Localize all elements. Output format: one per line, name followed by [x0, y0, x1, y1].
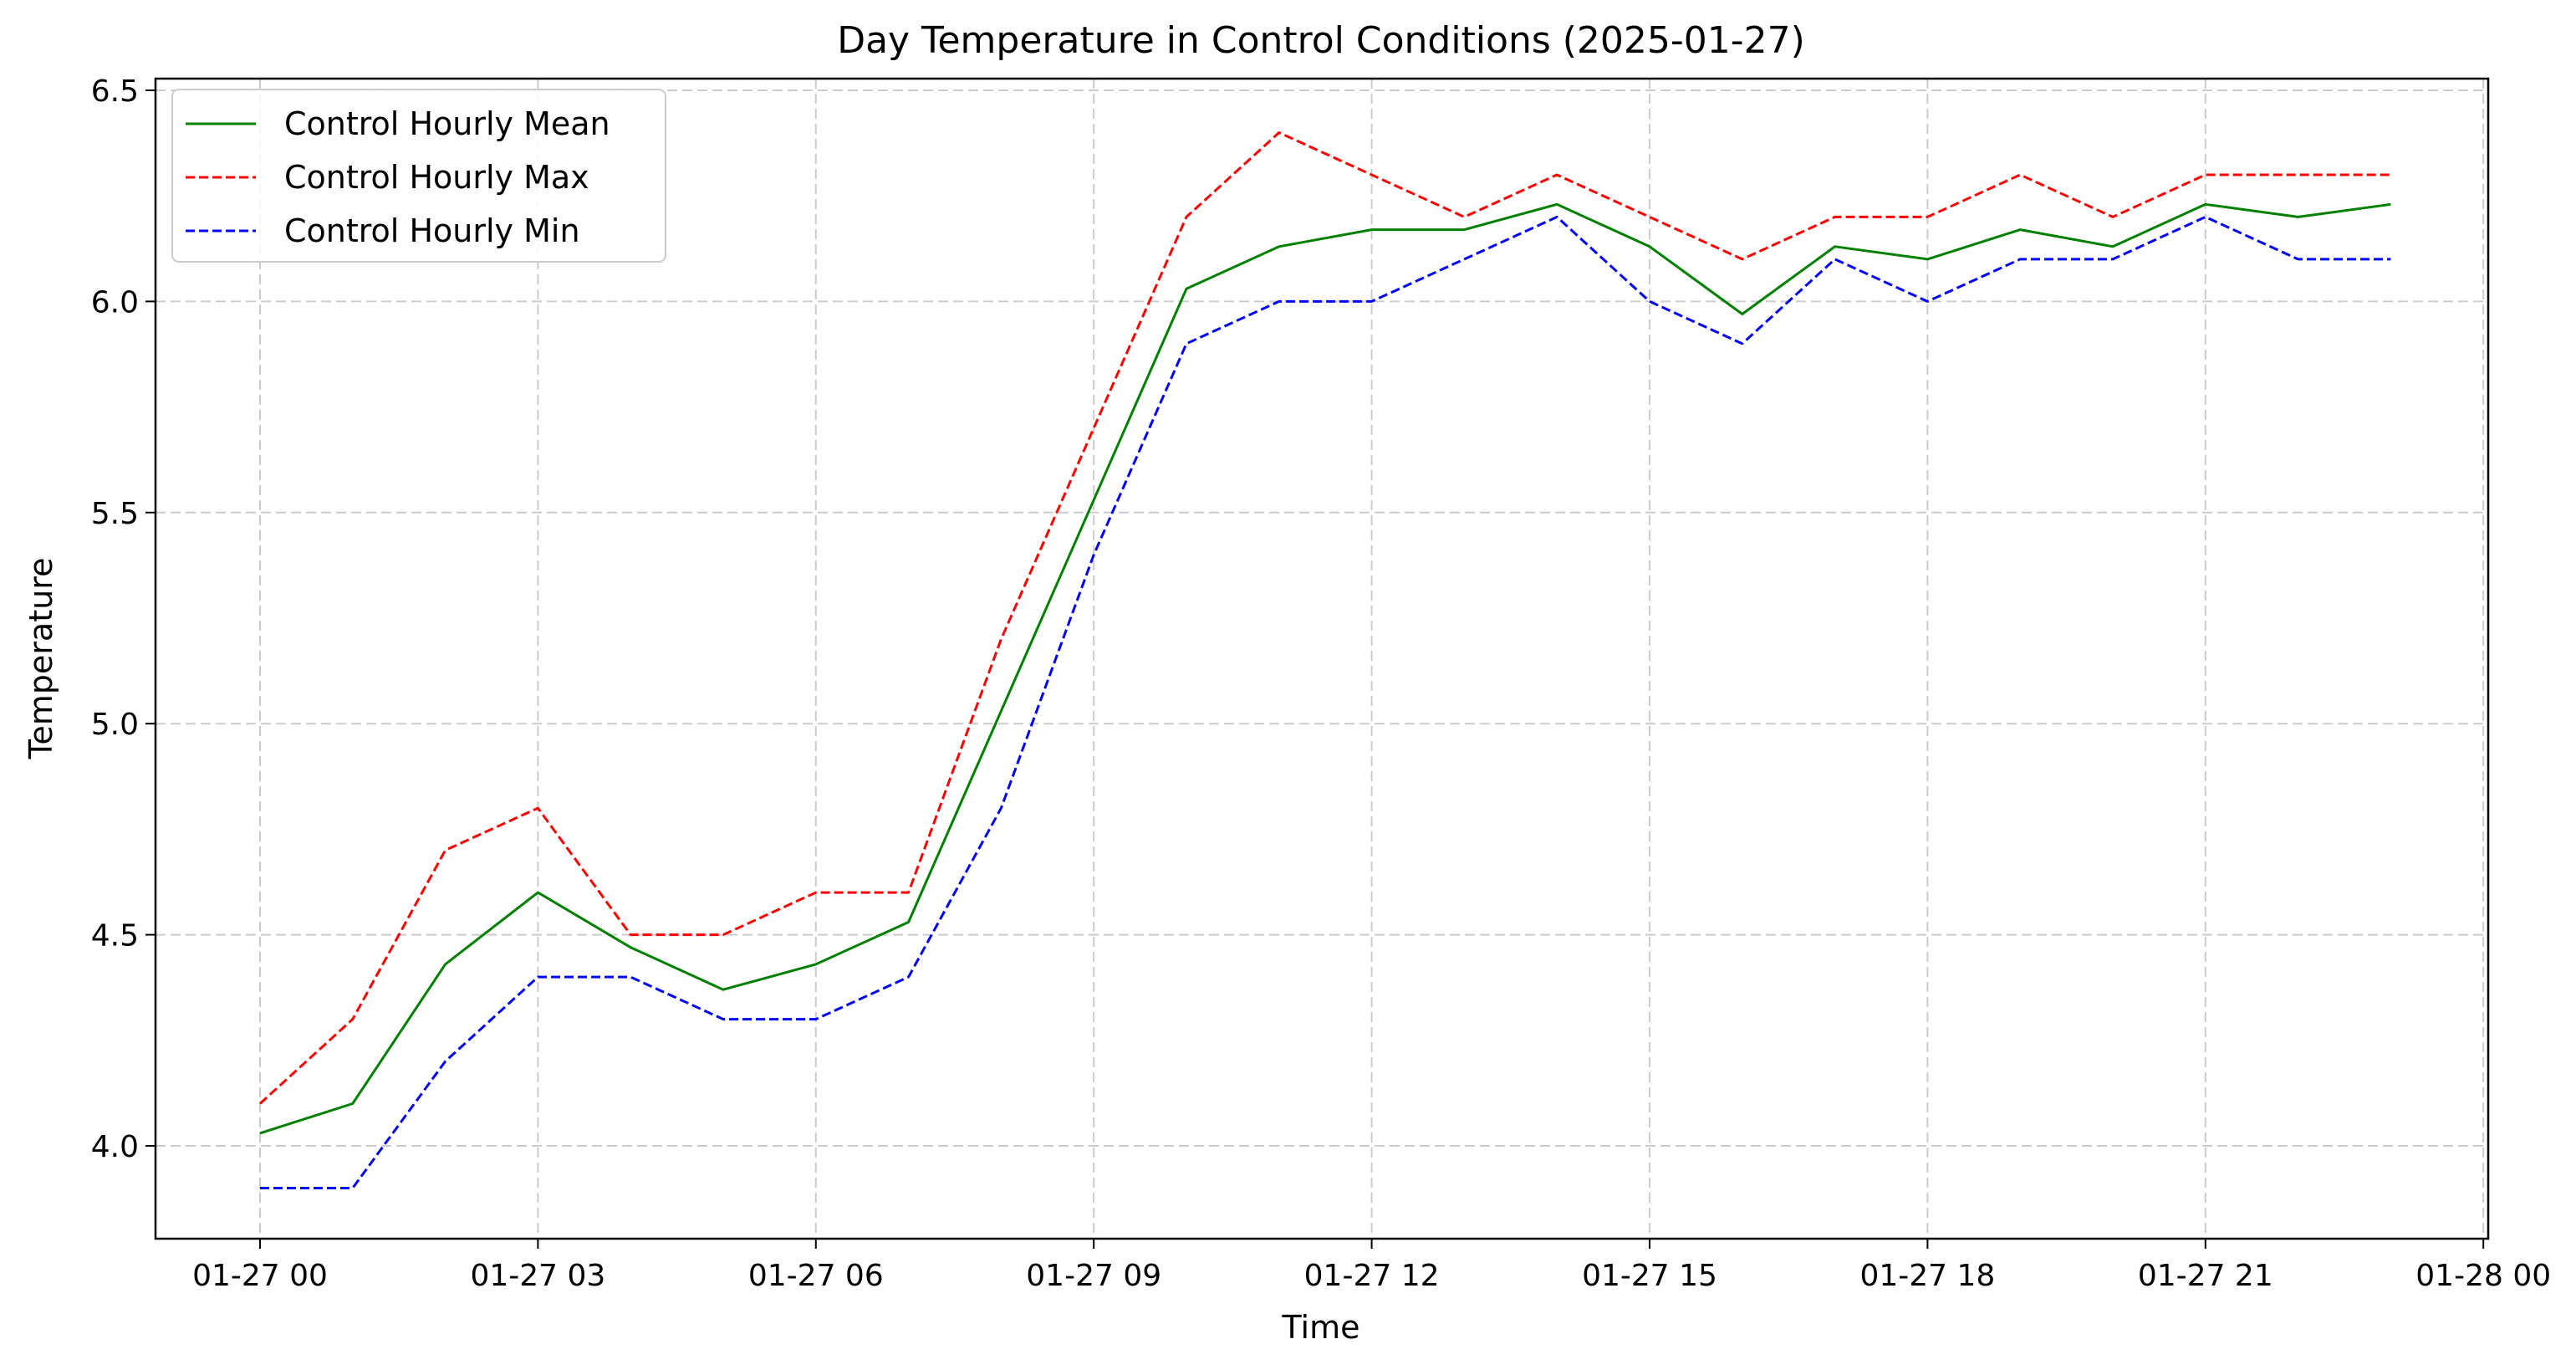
x-tick-label: 01-27 12 [1304, 1259, 1440, 1293]
series-line-2 [260, 215, 2391, 1189]
legend-label: Control Hourly Min [284, 212, 580, 249]
x-tick-label: 01-27 06 [748, 1259, 884, 1293]
chart-title: Day Temperature in Control Conditions (2… [837, 19, 1805, 62]
plot-frame [154, 77, 2490, 1240]
y-tick-label: 6.0 [91, 285, 139, 319]
x-tick-label: 01-27 00 [192, 1259, 328, 1293]
x-tick-label: 01-27 09 [1026, 1259, 1161, 1293]
x-tick-label: 01-28 00 [2415, 1259, 2551, 1293]
x-tick-label: 01-27 03 [470, 1259, 605, 1293]
series-line-0 [259, 202, 2391, 1135]
y-tick-label: 4.5 [91, 919, 139, 953]
legend: Control Hourly Mean Control Hourly Max Con… [171, 89, 666, 263]
y-tick-label: 5.0 [91, 708, 139, 742]
legend-label: Control Hourly Max [284, 159, 589, 196]
x-axis: 01-27 00 01-27 03 01-27 06 01-27 09 01-27 12… [192, 1239, 2551, 1293]
x-axis-title: Time [1282, 1309, 1360, 1346]
y-tick-label: 5.5 [91, 497, 139, 531]
x-tick-label: 01-27 15 [1582, 1259, 1717, 1293]
y-axis: 4.0 4.5 5.0 5.5 6.0 6.5 [91, 74, 156, 1164]
series-lines [258, 131, 2391, 1189]
y-tick-label: 6.5 [91, 74, 139, 109]
y-tick-label: 4.0 [91, 1130, 139, 1164]
x-tick-label: 01-27 18 [1859, 1259, 1995, 1293]
legend-label: Control Hourly Mean [284, 105, 610, 142]
y-axis-title: Temperature [23, 558, 59, 760]
series-line-1 [258, 131, 2391, 1105]
x-tick-label: 01-27 21 [2138, 1259, 2273, 1293]
legend-box [171, 89, 666, 263]
